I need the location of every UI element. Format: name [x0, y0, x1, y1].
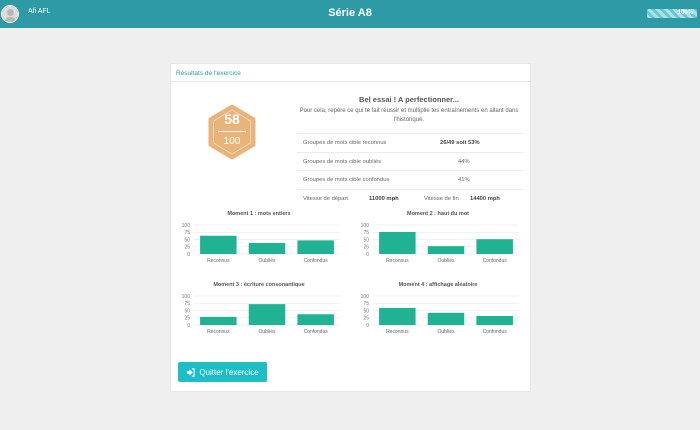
- results-card: Résultats de l'exercice 58 100 Bel essai…: [170, 63, 531, 392]
- y-tick-label: 25: [363, 316, 369, 322]
- chart-moment-2: Moment 2 : haut du mot 0 25 50 75 100 Reconnu…: [353, 211, 523, 273]
- bar: [427, 246, 465, 254]
- x-tick-label: Reconnus: [386, 258, 409, 264]
- x-tick-label: Oubliés: [438, 329, 455, 335]
- avatar-body-shape: [4, 17, 17, 22]
- result-intro: Pour cela, repère ce qui te fait réussir…: [299, 108, 519, 123]
- y-tick-label: 0: [366, 323, 369, 329]
- y-tick-label: 25: [184, 316, 190, 322]
- chart-title: Moment 2 : haut du mot: [406, 211, 470, 217]
- y-tick-label: 50: [184, 308, 190, 314]
- stat-value: 44%: [458, 158, 470, 165]
- y-tick-label: 100: [361, 223, 370, 229]
- y-tick-label: 50: [363, 308, 369, 314]
- stat-row-speed: Vitesse de départ 11000 mph Vitesse de f…: [297, 188, 523, 208]
- y-tick-label: 25: [184, 245, 190, 251]
- chart-title: Moment 1 : mots entiers: [227, 211, 291, 217]
- stat-row-recognized: Groupes de mots cible reconnus 26/49 soi…: [297, 133, 523, 152]
- speed-start-label: Vitesse de départ: [303, 195, 349, 202]
- progress-bar: 100%: [647, 9, 697, 18]
- x-tick-label: Reconnus: [207, 329, 230, 335]
- bar: [427, 312, 465, 325]
- speed-end-label: Vitesse de fin: [424, 195, 459, 202]
- y-tick-label: 0: [187, 323, 190, 329]
- x-tick-label: Oubliés: [259, 258, 276, 264]
- stats-table: Groupes de mots cible reconnus 26/49 soi…: [297, 133, 523, 207]
- bar: [297, 314, 334, 325]
- card-title: Résultats de l'exercice: [176, 70, 241, 77]
- score-max: 100: [223, 136, 241, 147]
- username[interactable]: Afi AFL: [28, 8, 51, 15]
- chart-moment-4: Moment 4 : affichage aléatoire 0 25 50 75 10…: [353, 282, 523, 344]
- score-divider: [218, 131, 246, 132]
- quit-exercise-button[interactable]: Quitter l'exercice: [178, 362, 267, 382]
- stat-value: 41%: [458, 177, 470, 183]
- stat-label: Groupes de mots cible oubliés: [303, 158, 381, 165]
- y-tick-label: 100: [182, 294, 191, 300]
- y-tick-label: 25: [363, 245, 369, 251]
- score-badge: [208, 104, 256, 160]
- bar: [297, 240, 334, 254]
- chart-moment-3: Moment 3 : écriture consonantique 0 25 50 7…: [174, 282, 344, 344]
- bar: [248, 304, 286, 325]
- result-headline: Bel essai ! A perfectionner...: [359, 95, 459, 104]
- y-tick-label: 0: [366, 252, 369, 258]
- bar: [476, 239, 513, 254]
- x-tick-label: Oubliés: [438, 258, 455, 264]
- stat-row-confused: Groupes de mots cible confondus 41%: [297, 170, 523, 189]
- y-tick-label: 0: [187, 252, 190, 258]
- y-tick-label: 50: [184, 237, 190, 243]
- stat-row-forgotten: Groupes de mots cible oubliés 44%: [297, 151, 523, 171]
- y-tick-label: 100: [361, 294, 370, 300]
- x-tick-label: Reconnus: [386, 329, 409, 335]
- y-tick-label: 75: [184, 301, 190, 307]
- chart-moment-1: Moment 1 : mots entiers 0 25 50 75 100 Reconn…: [174, 211, 344, 273]
- bar: [379, 307, 416, 325]
- page-title: Série A8: [328, 7, 372, 19]
- bar: [200, 235, 237, 254]
- chart-title: Moment 4 : affichage aléatoire: [398, 282, 478, 288]
- x-tick-label: Reconnus: [207, 258, 230, 264]
- card-divider: [171, 81, 530, 82]
- y-tick-label: 75: [184, 230, 190, 236]
- bar: [200, 316, 237, 325]
- y-tick-label: 75: [363, 301, 369, 307]
- chart-title: Moment 3 : écriture consonantique: [213, 282, 305, 288]
- progress-text: 100%: [677, 10, 693, 16]
- stat-label: Groupes de mots cible confondus: [303, 177, 390, 183]
- y-tick-label: 100: [182, 223, 191, 229]
- avatar-head-shape: [7, 9, 14, 16]
- top-bar: Afi AFL Série A8 100%: [0, 0, 700, 28]
- x-tick-label: Confondus: [483, 329, 508, 335]
- speed-end-value: 14400 mph: [470, 195, 500, 202]
- bar: [379, 231, 416, 254]
- y-tick-label: 75: [363, 230, 369, 236]
- progress-fill: [647, 9, 697, 18]
- speed-start-value: 11000 mph: [369, 195, 399, 202]
- bar: [248, 242, 286, 254]
- x-tick-label: Confondus: [304, 329, 329, 335]
- x-tick-label: Oubliés: [259, 329, 276, 335]
- score-value: 58: [224, 111, 240, 127]
- stat-value: 26/49 soit 53%: [440, 140, 480, 146]
- quit-exercise-label: Quitter l'exercice: [199, 367, 259, 377]
- stat-label: Groupes de mots cible reconnus: [303, 140, 387, 146]
- x-tick-label: Confondus: [483, 258, 508, 264]
- avatar[interactable]: [1, 5, 19, 23]
- sign-out-icon: [187, 367, 195, 377]
- bar: [476, 316, 513, 325]
- x-tick-label: Confondus: [304, 258, 329, 264]
- y-tick-label: 50: [363, 237, 369, 243]
